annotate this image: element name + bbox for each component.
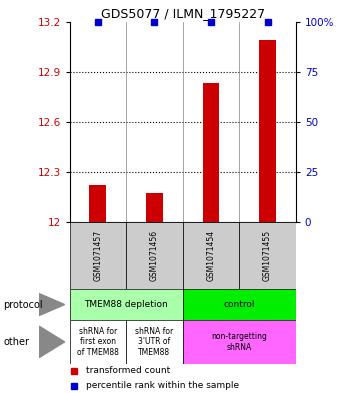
Text: GSM1071454: GSM1071454 bbox=[206, 230, 216, 281]
Text: shRNA for
first exon
of TMEM88: shRNA for first exon of TMEM88 bbox=[77, 327, 119, 357]
Text: other: other bbox=[3, 337, 29, 347]
Bar bbox=[183, 320, 296, 364]
Text: protocol: protocol bbox=[3, 299, 43, 310]
Polygon shape bbox=[39, 294, 65, 316]
Bar bbox=[70, 222, 126, 289]
Bar bbox=[259, 40, 276, 222]
Text: non-targetting
shRNA: non-targetting shRNA bbox=[211, 332, 267, 352]
Title: GDS5077 / ILMN_1795227: GDS5077 / ILMN_1795227 bbox=[101, 7, 265, 20]
Text: GSM1071455: GSM1071455 bbox=[263, 230, 272, 281]
Text: control: control bbox=[223, 300, 255, 309]
Text: percentile rank within the sample: percentile rank within the sample bbox=[86, 381, 239, 390]
Text: GSM1071456: GSM1071456 bbox=[150, 230, 159, 281]
Bar bbox=[183, 222, 239, 289]
Bar bbox=[183, 289, 296, 320]
Bar bbox=[89, 185, 106, 222]
Bar bbox=[239, 222, 296, 289]
Text: shRNA for
3'UTR of
TMEM88: shRNA for 3'UTR of TMEM88 bbox=[135, 327, 174, 357]
Bar bbox=[203, 83, 220, 222]
Text: GSM1071457: GSM1071457 bbox=[94, 230, 102, 281]
Bar bbox=[70, 320, 126, 364]
Bar bbox=[70, 289, 183, 320]
Text: TMEM88 depletion: TMEM88 depletion bbox=[84, 300, 168, 309]
Text: transformed count: transformed count bbox=[86, 366, 170, 375]
Polygon shape bbox=[39, 326, 65, 358]
Bar bbox=[146, 193, 163, 222]
Bar bbox=[126, 320, 183, 364]
Bar bbox=[126, 222, 183, 289]
